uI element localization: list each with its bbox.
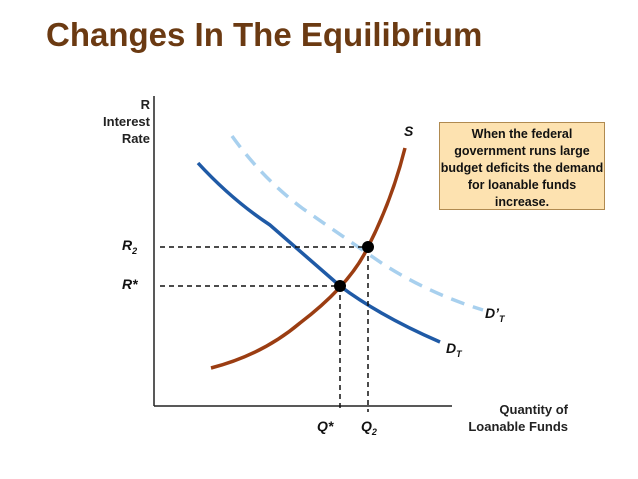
demand-label: DT (446, 340, 462, 359)
page-title: Changes In The Equilibrium (46, 16, 483, 53)
y-axis-label: R Interest Rate (103, 97, 150, 146)
equilibrium-point (334, 280, 346, 292)
q-star-label: Q* (317, 418, 334, 434)
equilibrium-point-new (362, 241, 374, 253)
r2-label: R2 (122, 237, 138, 256)
r-star-label: R* (122, 276, 138, 292)
supply-label: S (404, 123, 414, 139)
demand-curve-new (230, 134, 484, 312)
callout-box: When the federal government runs large b… (439, 122, 605, 210)
demand-new-label: D’T (485, 305, 505, 324)
q2-label: Q2 (361, 418, 377, 437)
demand-curve (196, 161, 441, 344)
x-axis-label: Quantity of Loanable Funds (468, 402, 568, 434)
